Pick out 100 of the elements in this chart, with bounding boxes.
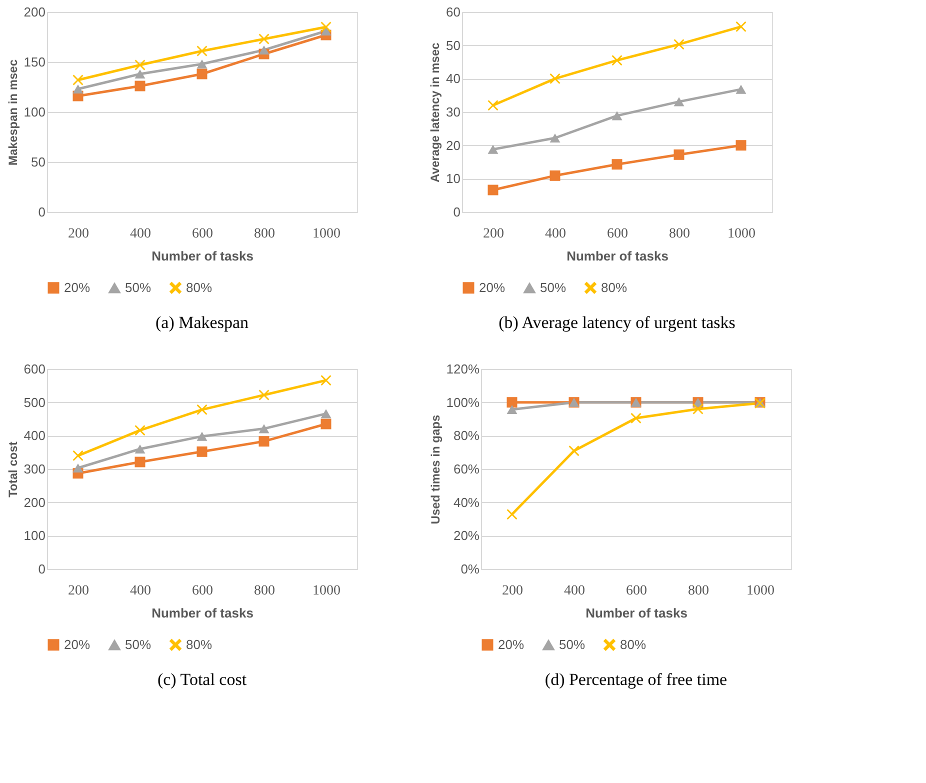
point — [134, 425, 146, 436]
point — [736, 84, 746, 94]
text: (d) Percentage of free time — [544, 670, 728, 689]
point — [134, 60, 146, 70]
y-tick-label: 0 — [38, 562, 46, 576]
point — [134, 80, 146, 92]
point — [258, 424, 270, 434]
y-axis-title: Total cost — [6, 442, 20, 498]
point — [736, 140, 746, 151]
y-tick-label: 100 — [24, 528, 46, 544]
y-tick-label: 200 — [24, 4, 46, 20]
point — [736, 21, 746, 32]
point — [72, 74, 84, 86]
y-tick-label: 10 — [446, 171, 460, 186]
text: (b) Average latency of urgent tasks — [498, 313, 736, 332]
y-tick-label: 40% — [453, 494, 480, 510]
legend-label: 80% — [601, 280, 628, 295]
point — [258, 45, 270, 55]
legend-label: 80% — [186, 280, 212, 295]
point — [630, 412, 642, 424]
y-axis-title: Used times in gaps — [428, 414, 442, 524]
legend-label: 20% — [64, 280, 90, 295]
legend-label: 80% — [186, 636, 212, 652]
point — [196, 46, 208, 56]
x-tick-label: 800 — [669, 226, 690, 242]
legend-label: 20% — [498, 636, 524, 652]
y-tick-label: 60 — [446, 4, 460, 20]
point — [320, 375, 332, 386]
legend-label: 50% — [125, 280, 152, 296]
x-tick-label: 1000 — [728, 226, 756, 242]
x-tick-label: 1000 — [312, 226, 340, 242]
y-tick-label: 20% — [453, 528, 480, 544]
point — [506, 397, 518, 408]
y-tick-label: 300 — [24, 462, 46, 476]
x-tick-label: 800 — [254, 226, 275, 242]
y-tick-label: 0 — [453, 204, 460, 220]
y-tick-label: 0 — [38, 204, 46, 220]
x-axis-title: Number of tasks — [586, 606, 688, 620]
point — [196, 404, 208, 415]
point — [674, 97, 684, 106]
point — [488, 184, 498, 196]
point — [196, 432, 208, 441]
x-tick-label: 600 — [626, 584, 647, 598]
x-tick-label: 400 — [130, 226, 151, 242]
point — [72, 450, 84, 461]
legend-label: 50% — [540, 280, 566, 296]
x-tick-label: 200 — [68, 226, 89, 242]
x-tick-label: 1000 — [746, 584, 774, 598]
point — [488, 100, 498, 111]
point — [612, 111, 622, 120]
text: (c) Total cost — [157, 670, 247, 689]
x-tick-label: 600 — [192, 226, 213, 242]
y-tick-label: 150 — [24, 54, 46, 70]
point — [134, 444, 146, 454]
legend-label: 20% — [479, 280, 506, 295]
x-tick-label: 800 — [688, 584, 709, 598]
legend-label: 50% — [559, 637, 586, 652]
point — [550, 73, 560, 84]
y-tick-label: 0% — [460, 562, 480, 576]
point — [320, 409, 332, 418]
legend-label: 80% — [620, 636, 646, 652]
y-tick-label: 200 — [24, 494, 46, 510]
x-axis-title: Number of tasks — [566, 248, 668, 264]
x-tick-label: 600 — [192, 584, 213, 598]
point — [674, 39, 684, 50]
x-axis-title: Number of tasks — [152, 248, 254, 264]
y-axis-title: Average latency in msec — [428, 42, 442, 182]
y-tick-label: 80% — [453, 428, 480, 444]
y-tick-label: 50 — [446, 38, 460, 53]
y-tick-label: 500 — [24, 394, 46, 410]
x-tick-label: 400 — [545, 226, 566, 242]
x-tick-label: 200 — [483, 226, 504, 242]
point — [488, 144, 498, 154]
point — [506, 404, 518, 414]
point — [134, 69, 146, 79]
x-tick-label: 1000 — [312, 584, 340, 598]
y-tick-label: 20 — [446, 138, 460, 153]
x-tick-label: 400 — [564, 584, 585, 598]
y-tick-label: 600 — [24, 362, 46, 376]
point — [258, 436, 270, 447]
x-tick-label: 200 — [68, 584, 89, 598]
point — [550, 170, 560, 181]
point — [320, 22, 332, 32]
point — [320, 418, 332, 430]
y-tick-label: 50 — [31, 154, 46, 170]
point — [568, 446, 580, 456]
y-axis-title: Makespan in msec — [6, 59, 20, 166]
y-tick-label: 120% — [446, 362, 480, 376]
y-tick-label: 60% — [453, 462, 480, 476]
point — [196, 446, 208, 457]
point — [72, 463, 84, 473]
point — [692, 404, 704, 414]
legend-label: 20% — [64, 636, 90, 652]
point — [258, 34, 270, 44]
point — [258, 390, 270, 400]
y-tick-label: 40 — [446, 71, 460, 86]
point — [72, 84, 84, 94]
y-tick-label: 30 — [446, 104, 460, 120]
point — [506, 509, 518, 520]
point — [550, 133, 560, 143]
